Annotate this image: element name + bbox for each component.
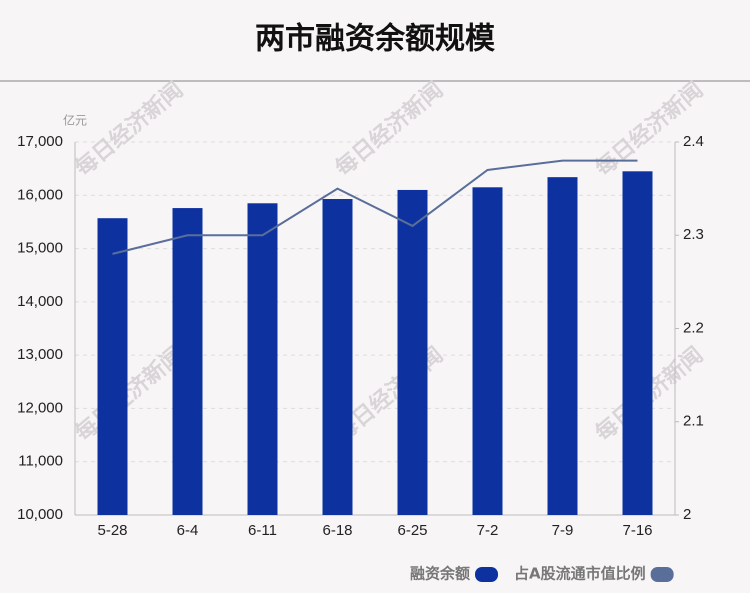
- bar: [472, 187, 503, 516]
- watermark: 每日经济新闻: [70, 342, 188, 447]
- y-tick-label: 12,000: [17, 399, 63, 416]
- x-tick-label: 5-28: [97, 522, 127, 539]
- bar: [397, 189, 428, 515]
- y-tick-label: 14,000: [17, 293, 63, 310]
- y-tick-label: 11,000: [18, 453, 63, 470]
- watermark: 每日经济新闻: [330, 77, 448, 182]
- legend-label: 占A股流通市值比例: [514, 565, 646, 583]
- legend-swatch: [475, 567, 499, 582]
- bar: [322, 199, 353, 515]
- y-tick-label: 16,000: [17, 186, 63, 203]
- watermark: 每日经济新闻: [70, 77, 188, 182]
- x-tick-label: 6-18: [322, 522, 352, 539]
- x-tick-label: 6-4: [177, 522, 199, 539]
- y2-tick-label: 2.2: [683, 319, 704, 336]
- y-tick-label: 10,000: [17, 506, 63, 523]
- line: [112, 159, 638, 255]
- x-tick-label: 7-16: [622, 522, 652, 539]
- bar: [622, 171, 653, 516]
- bar: [547, 177, 578, 515]
- y2-tick-label: 2: [683, 506, 691, 523]
- y2-tick-label: 2.4: [683, 133, 704, 150]
- x-tick-label: 7-2: [477, 522, 499, 539]
- legend-label: 融资余额: [410, 565, 470, 583]
- y-tick-label: 13,000: [17, 346, 63, 363]
- y-tick-label: 15,000: [17, 240, 63, 257]
- y2-tick-label: 2.3: [683, 226, 704, 243]
- y2-tick-label: 2.1: [683, 413, 704, 430]
- y-tick-label: 17,000: [17, 133, 63, 150]
- chart-title: 两市融资余额规模: [255, 22, 495, 57]
- watermark: 每日经济新闻: [590, 77, 708, 182]
- x-tick-label: 6-11: [248, 522, 277, 539]
- y-unit: 亿元: [63, 113, 87, 128]
- x-tick-label: 6-25: [397, 522, 427, 539]
- legend-swatch: [650, 567, 674, 582]
- bar: [247, 203, 278, 515]
- bar: [172, 208, 203, 515]
- x-tick-label: 7-9: [552, 522, 574, 539]
- bar: [97, 218, 128, 515]
